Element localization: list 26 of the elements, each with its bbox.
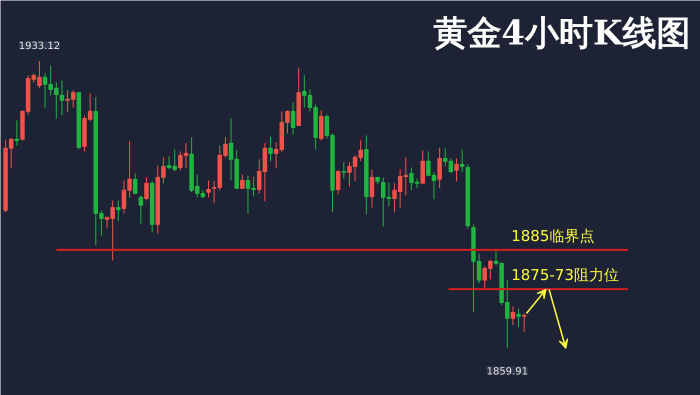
candlestick <box>132 172 138 195</box>
annotation: 1933.12 <box>18 41 60 52</box>
candlestick <box>116 200 121 222</box>
candlestick <box>460 148 464 173</box>
ref-line-label: 1885临界点 <box>511 226 594 245</box>
chart-title: 黄金4小时K线图 <box>433 14 691 54</box>
candlestick <box>318 110 324 141</box>
candlestick <box>268 136 273 162</box>
candlestick <box>437 147 442 189</box>
candlestick <box>420 150 425 184</box>
candlestick <box>60 80 64 116</box>
candlestick <box>144 176 149 201</box>
candlestick <box>516 308 521 328</box>
candlestick <box>370 168 374 208</box>
annotation: 1859.91 <box>486 366 528 378</box>
candlestick <box>454 158 459 182</box>
candlestick <box>522 313 526 332</box>
candlestick <box>342 162 346 180</box>
candlestick <box>510 306 516 326</box>
candlestick <box>138 194 144 224</box>
candlestick <box>290 102 296 136</box>
ref-line-label: 1875-73阻力位 <box>511 266 619 284</box>
candlestick <box>336 170 340 195</box>
candlestick <box>14 120 20 146</box>
candlestick <box>240 174 245 189</box>
candlestick <box>206 180 211 198</box>
